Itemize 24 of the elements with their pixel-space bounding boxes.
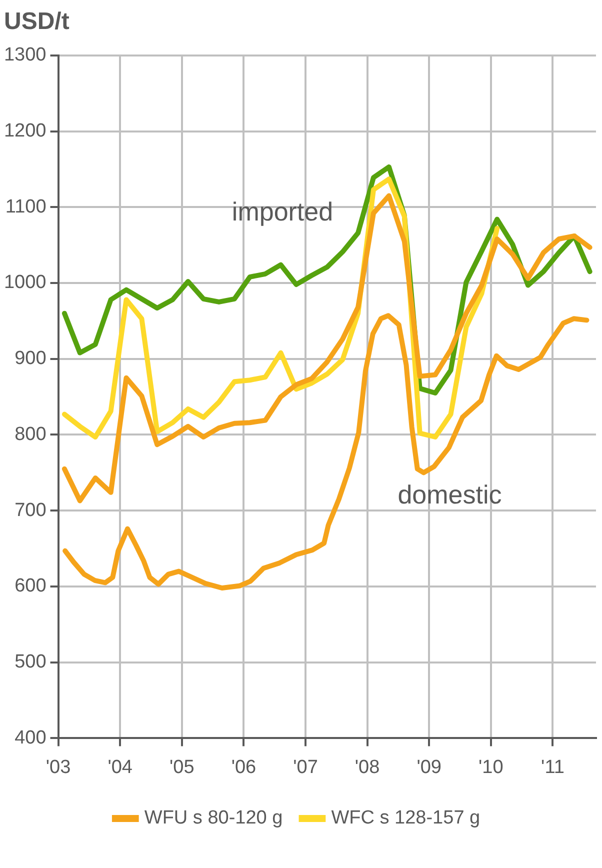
- y-tick-label: 1300: [4, 44, 46, 66]
- x-tick-label: '03: [46, 756, 71, 778]
- x-tick-label: '07: [293, 756, 318, 778]
- y-tick-label: 500: [14, 652, 46, 673]
- x-tick-label: '10: [478, 756, 504, 778]
- y-tick-label: 1000: [4, 272, 46, 294]
- x-tick-label: '11: [541, 756, 564, 778]
- annotation: domestic: [398, 480, 502, 510]
- x-tick-label: '04: [108, 756, 133, 778]
- legend-label: WFC s 128-157 g: [331, 808, 480, 829]
- y-tick-label: 700: [14, 500, 46, 521]
- y-tick-label: 1200: [4, 120, 46, 142]
- y-tick-label: 600: [14, 576, 46, 597]
- legend-label: WFU s 80-120 g: [144, 808, 283, 829]
- x-tick-label: '09: [416, 756, 442, 778]
- x-tick-label: '05: [170, 756, 194, 778]
- y-tick-label: 1100: [5, 196, 46, 218]
- y-tick-label: 900: [14, 348, 46, 370]
- y-tick-label: 800: [14, 424, 46, 445]
- y-axis-title: USD/t: [4, 8, 70, 36]
- y-tick-label: 400: [14, 727, 46, 748]
- x-tick-label: '06: [231, 756, 256, 778]
- x-tick-label: '08: [354, 756, 380, 778]
- annotation: imported: [232, 196, 334, 226]
